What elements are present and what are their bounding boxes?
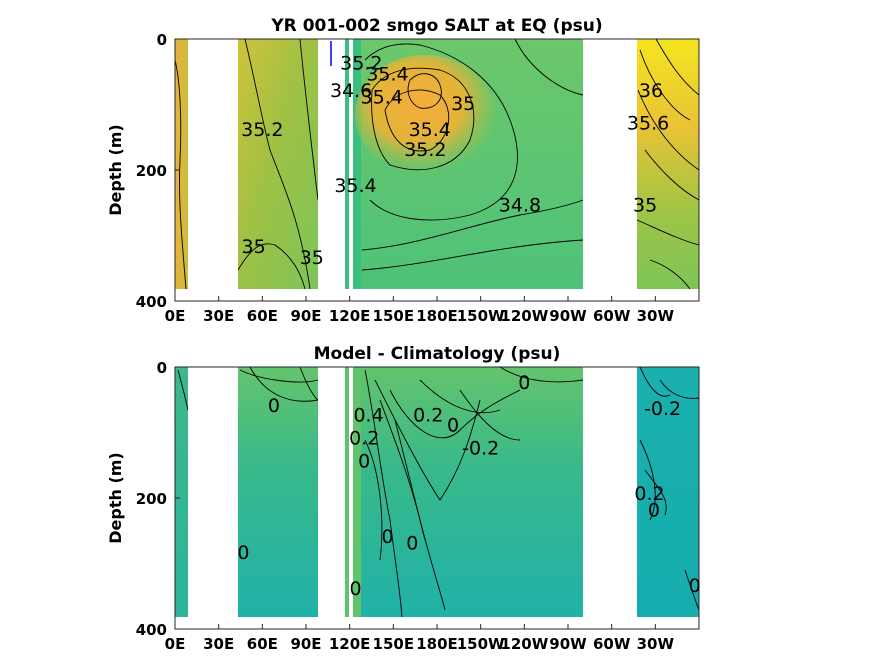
- contour-lines-bottom: [177, 366, 700, 618]
- field-b-125e-282e: [361, 367, 583, 617]
- contour-label: 35: [300, 247, 324, 269]
- x-tick-label: 30W: [637, 635, 675, 653]
- contour-label: 35.6: [627, 113, 669, 135]
- x-tick-label: 30W: [637, 307, 675, 325]
- contour-label: 36: [639, 80, 663, 102]
- contour-label: 0: [381, 526, 393, 548]
- y-tick-label: 400: [136, 293, 167, 311]
- contour-label: 0: [518, 372, 530, 394]
- contour-label: 35: [633, 195, 657, 217]
- contour-label: 35.4: [361, 86, 403, 108]
- x-tick-label: 150E: [373, 635, 415, 653]
- field-b-43e-98e: [238, 367, 318, 617]
- contour-label: 35.4: [409, 119, 451, 141]
- contour-label: 35: [242, 236, 266, 258]
- contour-label: 0.2: [349, 428, 379, 450]
- x-tick-label: 180E: [416, 635, 458, 653]
- x-tick-label: 30E: [203, 635, 234, 653]
- x-tick-label: 90E: [290, 307, 321, 325]
- contour-label: 34.8: [499, 195, 541, 217]
- x-tick-label: 120W: [500, 635, 548, 653]
- x-tick-label: 90W: [549, 635, 587, 653]
- y-ticks-top: 0 200 400: [136, 31, 180, 311]
- contour-label: 35: [451, 93, 475, 115]
- x-tick-label: 120E: [329, 307, 371, 325]
- x-tick-label: 150E: [373, 307, 415, 325]
- x-tick-label: 150W: [457, 635, 505, 653]
- field-b-0e-10e: [175, 367, 188, 617]
- contour-label: -0.2: [462, 437, 499, 459]
- title-top: YR 001-002 smgo SALT at EQ (psu): [270, 16, 602, 36]
- ylabel-top: Depth (m): [106, 124, 125, 216]
- x-tick-label: 30E: [203, 307, 234, 325]
- contour-lines-top: [174, 38, 700, 290]
- land-mask-bottom: [188, 367, 637, 617]
- field-b-318e-360e: [637, 367, 699, 617]
- contour-label: -0.2: [644, 398, 681, 420]
- panel-bottom: Model - Climatology (psu) Depth (m) 0E 30…: [106, 344, 701, 653]
- x-tick-label: 60E: [247, 307, 278, 325]
- y-ticks-bottom: 0 200 400: [136, 359, 180, 639]
- contour-label: 0: [349, 578, 361, 600]
- salinity-max-core: [355, 55, 495, 175]
- contour-label: 0.2: [413, 405, 443, 427]
- contour-label: 35.2: [340, 52, 382, 74]
- x-tick-label: 120E: [329, 635, 371, 653]
- x-tick-label: 150W: [457, 307, 505, 325]
- x-tick-label: 0E: [165, 635, 186, 653]
- x-tick-label: 180E: [416, 307, 458, 325]
- contour-label: 0.4: [353, 405, 383, 427]
- title-bottom: Model - Climatology (psu): [314, 344, 561, 364]
- contour-label: 0: [358, 450, 370, 472]
- x-tick-label: 60W: [593, 307, 631, 325]
- y-tick-label: 0: [157, 359, 167, 377]
- contour-label: 0: [689, 575, 701, 597]
- land-mask-top: [188, 39, 637, 289]
- x-tick-label: 60E: [247, 635, 278, 653]
- field-318e-360e: [637, 39, 699, 289]
- x-tick-label: 120W: [500, 307, 548, 325]
- contour-label: 0: [406, 532, 418, 554]
- x-tick-label: 90W: [549, 307, 587, 325]
- contour-label: 35.2: [404, 139, 446, 161]
- x-tick-label: 60W: [593, 635, 631, 653]
- contour-label: 34.6: [330, 80, 372, 102]
- y-tick-label: 200: [136, 162, 167, 180]
- panel-top: YR 001-002 smgo SALT at EQ (psu) Depth (…: [106, 16, 700, 325]
- contour-label: 0: [268, 395, 280, 417]
- contour-label: 35.4: [334, 175, 376, 197]
- ylabel-bottom: Depth (m): [106, 452, 125, 544]
- contour-label: 35.2: [241, 119, 283, 141]
- y-tick-label: 0: [157, 31, 167, 49]
- contour-label: 0: [237, 542, 249, 564]
- contour-label: 0: [447, 414, 459, 436]
- x-tick-label: 90E: [290, 635, 321, 653]
- y-tick-label: 200: [136, 490, 167, 508]
- field-0e-10e: [175, 39, 188, 289]
- y-tick-label: 400: [136, 621, 167, 639]
- contour-label: 0.2: [634, 483, 664, 505]
- x-tick-label: 0E: [165, 307, 186, 325]
- contour-label: 35.4: [366, 64, 408, 86]
- contour-label: 0: [648, 500, 660, 522]
- contour-labels-top: 35.235.435.434.635.23535.435.235.434.835…: [241, 52, 669, 269]
